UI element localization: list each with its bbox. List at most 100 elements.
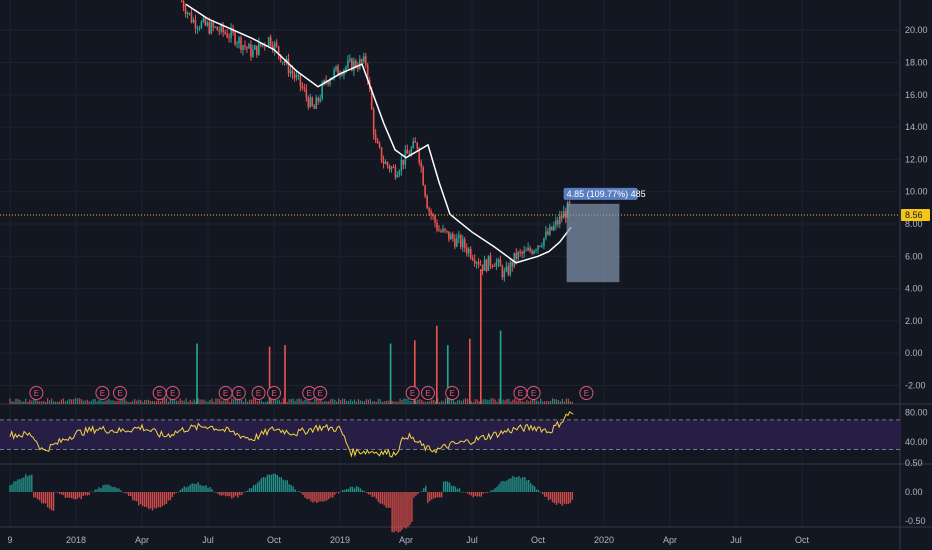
macd-bar [456,489,459,492]
volume-bar [142,401,144,404]
earnings-marker[interactable]: E [218,386,233,400]
earnings-marker[interactable]: E [445,386,460,400]
earnings-marker[interactable]: E [526,386,541,400]
volume-bar [351,401,354,404]
volume-bar [506,398,508,404]
macd-bar [66,492,69,498]
volume-bar [318,400,320,404]
candle-body [283,61,286,63]
volume-bar [258,399,261,404]
volume-bar [179,398,181,404]
earnings-marker[interactable]: E [251,386,266,400]
candle-body [347,60,349,67]
volume-spike [469,338,471,404]
volume-bar [13,401,15,404]
price-tick-label: 14.00 [905,122,928,132]
macd-bar [264,477,267,492]
macd-bar [193,483,195,492]
measure-box[interactable] [566,203,620,283]
volume-bar [346,401,348,404]
candle-body [345,66,347,70]
volume-bar [171,398,173,404]
macd-bar [39,492,41,501]
macd-bar [403,492,405,528]
earnings-marker[interactable]: E [113,386,127,400]
earnings-marker[interactable]: E [267,386,281,400]
macd-bar [70,492,73,499]
candle-body [305,89,308,98]
macd-bar [110,486,112,492]
volume-bar [15,398,17,404]
volume-bar [448,398,451,404]
volume-bar [35,399,37,404]
price-axis[interactable]: 20.00 18.00 16.00 14.00 12.00 10.00 8.00 6.00 4.… [905,25,928,390]
volume-bar [229,401,231,404]
earnings-marker[interactable]: E [313,386,328,400]
macd-bar [452,485,455,492]
candle-body [562,211,565,219]
volume-bar [235,398,237,404]
candle-body [349,58,351,61]
macd-bar [37,492,39,500]
macd-bar [547,492,550,501]
candle-body [319,98,321,102]
earnings-marker[interactable]: E [579,386,594,400]
earnings-marker[interactable]: E [421,386,435,400]
price-tick-label: 2.00 [905,316,923,326]
macd-axis[interactable]: 0.50 0.00 -0.50 [905,458,926,526]
volume-bar [124,398,126,404]
volume-bar [437,398,439,404]
candle-body [564,211,567,218]
volume-bar [547,401,550,404]
candle-body [469,248,472,258]
earnings-marker[interactable]: E [95,386,110,400]
macd-bar [270,474,273,492]
volume-bar [128,401,130,404]
earnings-marker-circle [165,386,180,400]
earnings-marker[interactable]: E [513,386,528,400]
volume-bar [270,398,272,404]
candle-body [408,153,411,156]
volume-bar [272,398,274,404]
measure-label-tag[interactable]: 4.85 (109.77%) 485 [563,187,646,200]
volume-bar [443,401,445,404]
macd-bar [349,486,352,492]
volume-bar [27,401,29,404]
volume-bar [375,401,377,404]
price-tick-label: 18.00 [905,58,928,68]
earnings-marker[interactable]: E [231,386,246,400]
volume-bar [488,399,490,404]
volume-bar [122,398,124,404]
volume-bar [439,401,441,404]
price-tick-label: 6.00 [905,251,923,261]
macd-bar [19,479,21,492]
earnings-marker[interactable]: E [405,386,420,400]
candle-body [465,247,468,254]
volume-bar [336,401,338,404]
macd-bar [40,492,43,504]
volume-bar [472,401,474,404]
macd-bar [159,492,162,508]
macd-bar [464,492,467,493]
macd-bar [282,479,284,492]
macd-bar [284,480,286,492]
time-axis[interactable]: 9 2018 Apr Jul Oct 2019 Apr Jul Oct 2020 Apr Jul Oct [7,535,809,545]
volume-bar [11,401,13,404]
volume-bar [100,400,102,404]
earnings-marker[interactable]: E [165,386,180,400]
macd-bar [421,491,423,492]
earnings-marker[interactable]: E [152,386,167,400]
candle-body [238,37,240,44]
volume-bar [173,399,175,404]
macd-bar [183,486,185,492]
earnings-marker[interactable]: E [302,386,317,400]
macd-bar [357,486,360,492]
volume-bar [213,401,215,404]
volume-bar [241,399,243,404]
earnings-marker[interactable]: E [29,386,44,400]
candle-body [491,265,494,267]
volume-bar [211,398,213,404]
rsi-axis[interactable]: 80.00 40.00 [905,408,928,448]
macd-bar [114,486,116,492]
